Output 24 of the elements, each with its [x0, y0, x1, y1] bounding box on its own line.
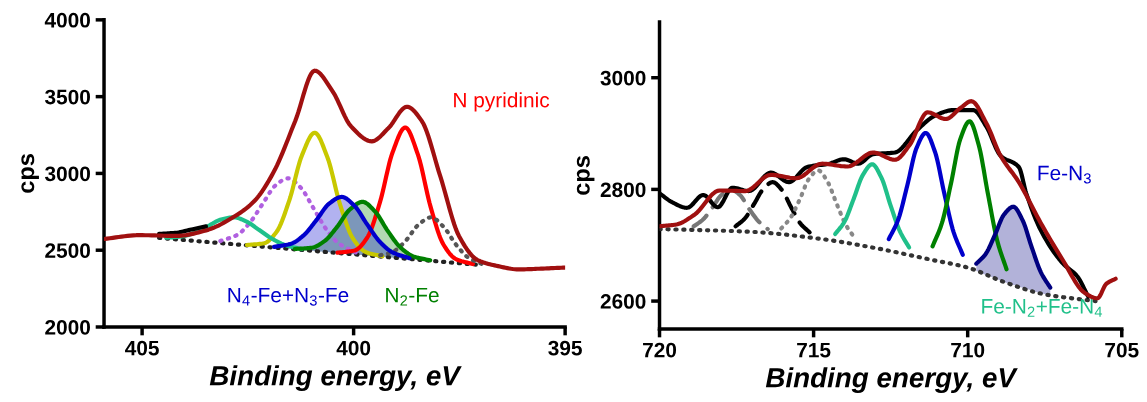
x-tick-label: 395 — [548, 340, 582, 356]
x-tick-label: 720 — [643, 342, 677, 358]
y-tick-label: 2800 — [600, 182, 646, 198]
x-tick-label: 405 — [125, 340, 159, 356]
y-tick-label: 3500 — [44, 89, 90, 105]
text: N pyridinic — [454, 92, 550, 112]
x-tick-label: 715 — [797, 342, 831, 358]
x-axis-title: Binding energy, eV — [765, 367, 1018, 394]
x-tick-label: 710 — [951, 342, 985, 358]
y-axis-title: cps — [576, 156, 595, 195]
x-tick-label: 705 — [1105, 342, 1139, 358]
text: N$_{4}$-Fe+N$_{3}$-Fe — [228, 287, 349, 306]
y-tick-label: 2000 — [45, 319, 90, 335]
y-tick-label: 3000 — [44, 166, 90, 182]
text: Fe-N$_{2}$+Fe-N$_{4}$ — [982, 299, 1103, 317]
y-axis-title: cps — [21, 154, 39, 193]
y-tick-label: 2500 — [45, 243, 90, 258]
text: Fe-N$_{3}$ — [1038, 165, 1091, 184]
y-tick-label: 2600 — [600, 294, 646, 309]
y-tick-label: 4000 — [44, 12, 90, 28]
x-axis-title: Binding energy, eV — [209, 365, 462, 392]
x-tick-label: 400 — [336, 340, 371, 356]
y-tick-label: 3000 — [600, 70, 646, 86]
series-label: N$_{2}$-Fe — [386, 287, 439, 306]
